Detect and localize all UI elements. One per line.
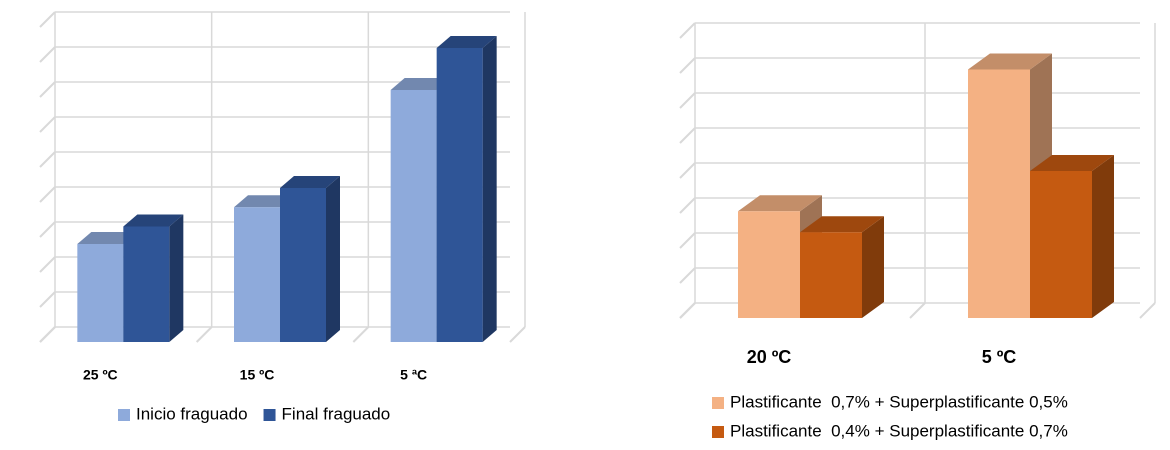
floor-line xyxy=(679,302,696,319)
grid-line xyxy=(39,81,56,98)
bar-side xyxy=(1092,155,1114,318)
floor-line xyxy=(352,326,370,343)
bar xyxy=(1030,171,1092,318)
bar xyxy=(123,226,170,342)
grid-line xyxy=(39,116,56,133)
grid-line xyxy=(679,267,696,284)
bar-side xyxy=(169,214,184,342)
bar xyxy=(738,211,800,318)
bar-top xyxy=(77,232,138,244)
bar-top xyxy=(968,53,1052,70)
legend-label: Plastificante 0,7% + Superplastificante … xyxy=(730,392,1068,411)
floor-line xyxy=(509,326,526,343)
x-tick-label: 15 ºC xyxy=(240,367,275,383)
grid-line xyxy=(679,22,696,39)
bar-top xyxy=(123,214,184,227)
grid-line xyxy=(679,232,696,249)
floor-line xyxy=(195,326,213,343)
grid-line xyxy=(679,57,696,74)
x-tick-label: 5 ºC xyxy=(982,347,1017,367)
bar-side xyxy=(482,36,497,342)
x-tick-label: 5 ªC xyxy=(400,367,427,383)
bar xyxy=(390,90,437,342)
legend-swatch xyxy=(712,397,724,409)
legend-label: Inicio fraguado xyxy=(136,404,248,423)
grid-line xyxy=(679,127,696,144)
bar-top xyxy=(436,36,497,48)
grid-line xyxy=(39,186,56,203)
grid-line xyxy=(39,291,56,308)
floor-line xyxy=(909,302,926,319)
floor-line xyxy=(39,326,56,343)
bar-top xyxy=(390,78,451,90)
legend-label: Final fraguado xyxy=(282,404,391,423)
legend-label: Plastificante 0,4% + Superplastificante … xyxy=(730,421,1068,440)
bar-top xyxy=(234,195,294,208)
bar xyxy=(280,188,326,342)
bar xyxy=(800,232,862,318)
grid-line xyxy=(39,46,56,63)
bar-side xyxy=(326,176,340,342)
grid-line xyxy=(679,197,696,214)
bar-top xyxy=(1030,155,1114,171)
grid-line xyxy=(39,256,56,273)
grid-line xyxy=(679,92,696,109)
bar-top xyxy=(738,195,822,212)
bar xyxy=(436,48,483,342)
grid-line xyxy=(39,151,56,168)
bar xyxy=(968,69,1030,318)
grid-line xyxy=(679,162,696,179)
bar xyxy=(234,207,280,342)
legend-swatch xyxy=(118,409,130,421)
floor-line xyxy=(1139,302,1156,319)
x-tick-label: 25 ºC xyxy=(83,367,118,383)
bar-side xyxy=(862,216,884,318)
grid-line xyxy=(39,11,56,28)
x-tick-label: 20 ºC xyxy=(747,347,792,367)
bar-top xyxy=(280,176,340,188)
legend-swatch xyxy=(712,426,724,438)
bar xyxy=(77,244,124,342)
legend-swatch xyxy=(263,409,276,421)
grid-line xyxy=(39,221,56,238)
bar-top xyxy=(800,216,884,233)
